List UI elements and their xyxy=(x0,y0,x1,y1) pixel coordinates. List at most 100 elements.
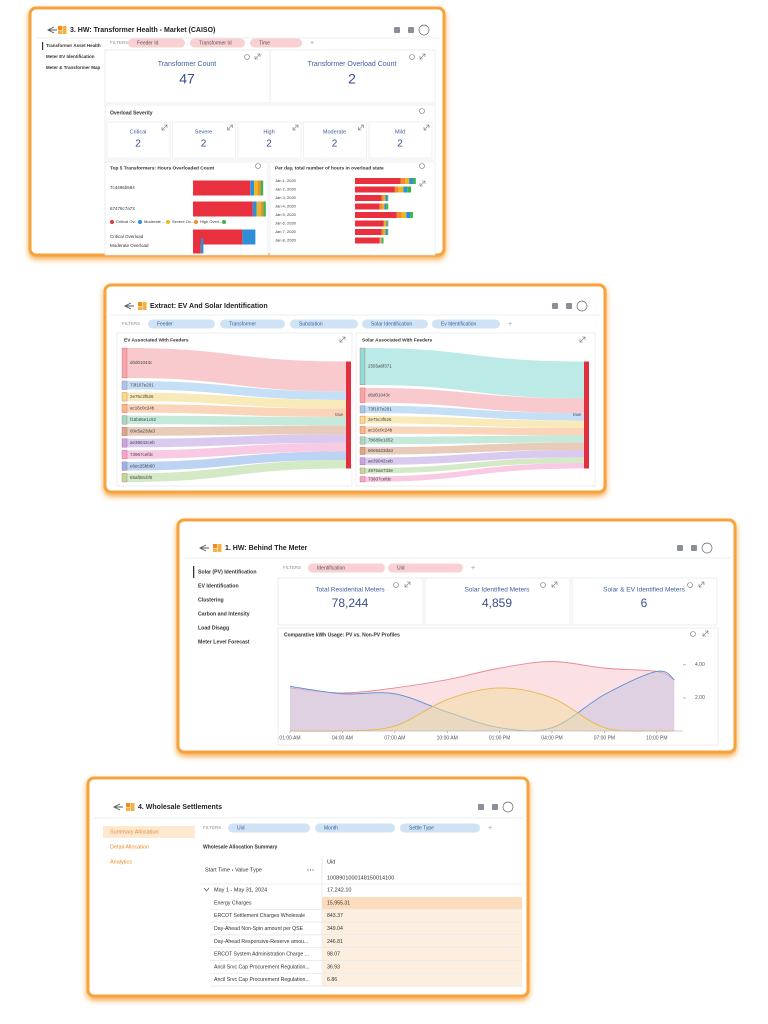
legend-dot xyxy=(222,220,226,224)
expand-icon[interactable] xyxy=(161,124,168,131)
filter-pill[interactable] xyxy=(148,319,215,329)
toolbar-icon[interactable] xyxy=(566,303,572,309)
nav-item[interactable]: Carbon and Intensity xyxy=(198,611,250,617)
filter-pill[interactable] xyxy=(128,38,185,48)
filter-pill[interactable] xyxy=(308,563,385,573)
sankey-node xyxy=(359,426,366,434)
node-label: 2e75c3f526 xyxy=(130,394,154,399)
info-icon xyxy=(419,108,425,114)
expand-caret[interactable] xyxy=(203,887,210,892)
filter-text: Uid xyxy=(237,825,245,831)
table-title: Wholesale Allocation Summary xyxy=(203,844,277,850)
toolbar-icon[interactable] xyxy=(478,804,484,810)
group-label: May 1 - May 31, 2024 xyxy=(214,887,267,893)
filter-pill[interactable] xyxy=(290,319,358,329)
expand-icon[interactable] xyxy=(404,581,411,588)
x-tick-label: 07:00 AM xyxy=(384,735,405,741)
toolbar-icon[interactable] xyxy=(394,27,400,33)
nav-item[interactable]: Detail Allocation xyxy=(110,844,149,850)
expand-icon[interactable] xyxy=(227,124,233,131)
kpi-value: 78,244 xyxy=(332,596,369,610)
toolbar-icon[interactable] xyxy=(492,804,498,810)
app-icon xyxy=(138,302,142,306)
filter-pill[interactable] xyxy=(250,38,302,48)
expand-icon[interactable] xyxy=(423,124,430,131)
back-arrow[interactable] xyxy=(198,544,209,552)
toolbar-icon[interactable] xyxy=(552,303,558,309)
category-label: 67478c7a73 xyxy=(110,206,135,211)
toolbar-icon[interactable] xyxy=(408,27,414,33)
nav-item[interactable]: Solar (PV) Identification xyxy=(198,569,257,575)
expand-icon[interactable] xyxy=(292,124,299,131)
node-label: 2555a6f371 xyxy=(368,364,392,369)
sankey-flow xyxy=(127,404,346,418)
bar-segment xyxy=(387,195,389,201)
expand-icon[interactable] xyxy=(551,581,558,588)
chart-title: Solar Associated With Feeders xyxy=(362,337,432,343)
filter-pill[interactable] xyxy=(388,563,463,573)
user-icon[interactable] xyxy=(701,542,713,554)
filter-pill[interactable] xyxy=(220,319,285,329)
y-tick-label: 4.00 xyxy=(695,662,705,668)
legend-bg xyxy=(106,217,266,229)
menu-dot xyxy=(307,869,309,871)
expand-icon[interactable] xyxy=(702,630,709,637)
filter-text: Transformer xyxy=(229,321,256,327)
bar-segment xyxy=(379,237,381,244)
back-arrow[interactable] xyxy=(123,302,134,310)
expand-icon[interactable] xyxy=(419,180,426,187)
section-title: Overload Severity xyxy=(110,110,153,116)
kpi-label: Solar Identified Meters xyxy=(464,587,530,594)
filter-pill[interactable] xyxy=(228,823,310,833)
nav-item[interactable]: Summary Allocation xyxy=(110,829,159,835)
filter-text: Feeder xyxy=(157,321,173,327)
filter-pill[interactable] xyxy=(315,823,395,833)
back-arrow[interactable] xyxy=(112,803,123,811)
nav-item[interactable]: Meter & Transformer Map xyxy=(46,65,101,70)
toolbar-icon[interactable] xyxy=(691,545,697,551)
area-line xyxy=(289,661,675,694)
add-filter: + xyxy=(310,40,314,47)
nav-active xyxy=(42,42,44,50)
expand-icon[interactable] xyxy=(254,53,261,60)
filter-text: Settle Type xyxy=(409,825,434,831)
filter-pill[interactable] xyxy=(432,319,500,329)
nav-item[interactable]: Load Disagg xyxy=(198,625,229,631)
x-tick-label: 04:00 PM xyxy=(541,735,562,741)
bar-segment xyxy=(256,201,261,217)
back-arrow[interactable] xyxy=(46,26,57,34)
nav-item[interactable]: Analytics xyxy=(110,859,132,865)
expand-icon[interactable] xyxy=(339,336,346,343)
nav-item[interactable]: EV Identification xyxy=(198,583,239,589)
expand-icon[interactable] xyxy=(419,53,426,60)
filter-text: Transformer Id xyxy=(199,40,232,46)
filter-pill[interactable] xyxy=(400,823,480,833)
sankey-node xyxy=(359,467,366,474)
nav-item[interactable]: Meter EV Identification xyxy=(46,54,95,59)
app-icon xyxy=(217,544,222,552)
user-icon[interactable] xyxy=(576,300,588,312)
nav-item[interactable]: Clustering xyxy=(198,597,224,603)
expand-icon[interactable] xyxy=(579,336,586,343)
filters-label: FILTERS xyxy=(122,321,140,326)
expand-icon[interactable] xyxy=(358,124,364,131)
bar-segment xyxy=(383,220,385,227)
nav-item[interactable]: Meter Level Forecast xyxy=(198,639,250,645)
user-icon[interactable] xyxy=(418,24,430,36)
expand-icon[interactable] xyxy=(698,581,705,588)
row-value: 36.93 xyxy=(327,964,340,970)
severity-box xyxy=(106,121,171,159)
nav-item[interactable]: Transformer Asset Health xyxy=(46,43,101,48)
sankey-flow xyxy=(365,416,584,428)
row-value: 349.04 xyxy=(327,926,343,932)
sankey-node xyxy=(121,347,128,379)
severity-label: Moderate xyxy=(323,129,346,135)
panel xyxy=(277,577,424,626)
filter-pill[interactable] xyxy=(362,319,428,329)
toolbar-icon[interactable] xyxy=(677,545,683,551)
row-value: 843.37 xyxy=(327,913,343,919)
row-label: Day-Ahead Responsive-Reserve amou... xyxy=(214,939,308,945)
filter-pill[interactable] xyxy=(190,38,245,48)
sankey-node xyxy=(121,473,128,483)
user-icon[interactable] xyxy=(502,801,514,813)
